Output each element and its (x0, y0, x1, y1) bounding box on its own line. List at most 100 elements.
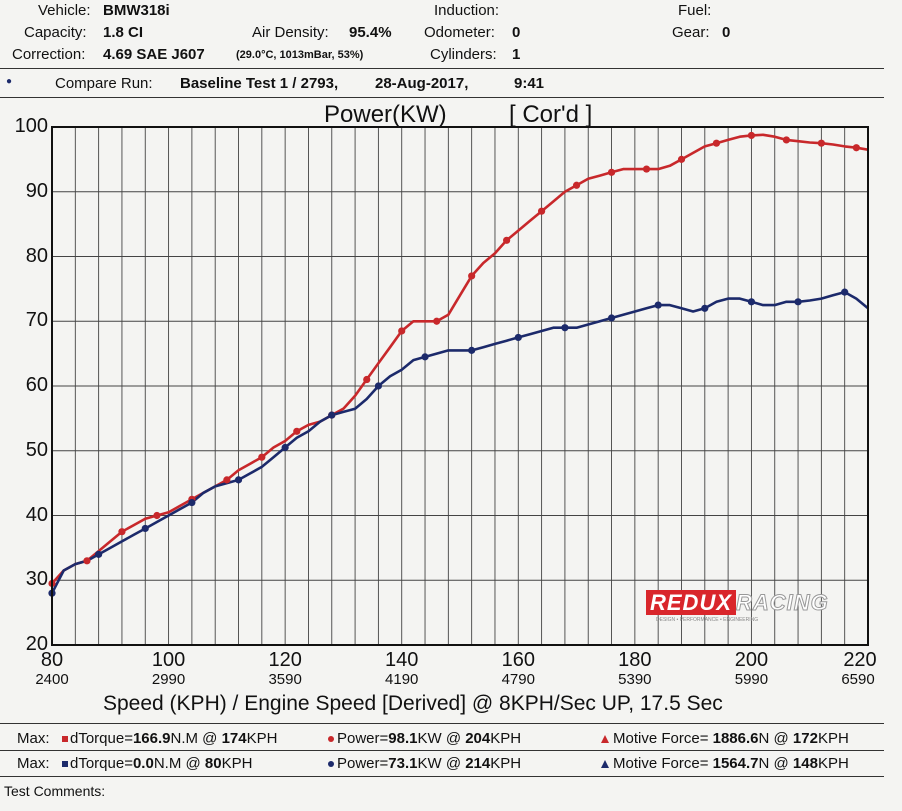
series-line-1 (51, 133, 869, 585)
data-point-series-2 (794, 298, 802, 306)
data-point-series-1 (712, 139, 721, 147)
logo-tagline: DESIGN • PERFORMANCE • ENGINEERING (656, 617, 759, 623)
x-tick-label: 80 (40, 649, 64, 671)
rpm-tick-label: 2400 (35, 671, 69, 688)
data-point-series-1 (118, 528, 126, 536)
cylinders-label: Cylinders: (430, 46, 497, 63)
gear-value: 0 (722, 24, 731, 41)
row2-dtorque: dTorque=0.0N.M @ 80KPH (62, 755, 252, 772)
max-row2-label: Max: (17, 755, 50, 772)
x-tick-label: 100 (151, 649, 186, 671)
air-density-value: 95.4% (349, 24, 392, 41)
air-density-label: Air Density: (252, 24, 329, 41)
compare-label: Compare Run: (55, 75, 153, 92)
correction-label: Correction: (12, 46, 86, 63)
data-point-series-2 (421, 353, 429, 361)
rpm-tick-label: 5390 (618, 671, 652, 688)
data-point-series-1 (153, 511, 161, 520)
header-divider (0, 68, 884, 69)
vehicle-value: BMW318i (103, 2, 170, 19)
data-point-series-2 (514, 333, 522, 342)
cylinders-value: 1 (512, 46, 521, 63)
red-triangle-icon (601, 735, 609, 744)
series-line-2 (50, 290, 869, 594)
data-point-series-1 (747, 131, 756, 140)
data-point-series-2 (841, 288, 849, 296)
x-axis-label: Speed (KPH) / Engine Speed [Derived] @ 8… (103, 692, 723, 715)
data-point-series-2 (701, 304, 709, 312)
odometer-value: 0 (512, 24, 521, 41)
data-point-series-2 (234, 476, 243, 484)
data-point-series-1 (607, 168, 616, 176)
x-tick-label: 120 (268, 649, 302, 671)
capacity-value: 1.8 CI (103, 24, 144, 41)
rpm-tick-label: 2990 (151, 671, 186, 688)
data-point-series-1 (642, 165, 651, 173)
footer-divider-bottom (0, 776, 884, 777)
data-point-series-2 (374, 382, 382, 390)
data-point-series-1 (468, 272, 476, 280)
data-point-series-1 (433, 317, 441, 325)
data-point-series-1 (293, 427, 301, 435)
compare-date: 28-Aug-2017, (375, 75, 469, 92)
correction-value: 4.69 SAE J607 (103, 46, 205, 63)
bullet-icon: ● (6, 76, 13, 87)
x-tick-label: 160 (501, 649, 535, 671)
row1-dtorque: dTorque=166.9N.M @ 174KPH (62, 730, 277, 747)
footer-divider-mid (0, 750, 884, 751)
row2-motive: Motive Force= 1564.7N @ 148KPH (601, 755, 849, 772)
max-row1-label: Max: (17, 730, 50, 747)
induction-label: Induction: (434, 2, 500, 19)
red-square-icon (62, 736, 68, 743)
data-point-series-1 (572, 181, 581, 189)
rpm-tick-label: 3590 (268, 671, 302, 688)
rpm-tick-label: 5990 (734, 671, 769, 688)
x-tick-label: 200 (734, 649, 769, 671)
row1-motive: Motive Force= 1886.6N @ 172KPH (601, 730, 849, 747)
odometer-label: Odometer: (424, 24, 495, 41)
y-tick-label: 60 (25, 374, 48, 396)
data-point-series-2 (328, 411, 336, 419)
capacity-label: Capacity: (24, 24, 87, 41)
rpm-tick-label: 4790 (501, 671, 535, 688)
data-point-series-2 (141, 524, 149, 533)
blue-triangle-icon (601, 760, 609, 769)
chart-title: Power(KW) (324, 101, 447, 128)
data-point-series-2 (747, 298, 756, 306)
test-comments-label: Test Comments: (4, 783, 106, 799)
red-dot-icon (328, 736, 334, 743)
data-point-series-2 (468, 346, 476, 354)
data-point-series-1 (363, 375, 371, 384)
data-point-series-2 (95, 550, 103, 558)
data-point-series-2 (188, 498, 196, 507)
row1-power: Power=98.1KW @ 204KPH (328, 730, 521, 747)
blue-dot-icon (328, 761, 334, 768)
data-point-series-2 (561, 324, 569, 332)
data-point-series-1 (258, 453, 266, 461)
y-tick-label: 50 (25, 438, 48, 461)
y-tick-label: 20 (25, 633, 48, 655)
redux-racing-logo: REDUX RACING (646, 590, 829, 616)
footer-divider-top (0, 723, 884, 724)
data-point-series-1 (223, 476, 231, 484)
data-point-series-1 (782, 136, 791, 144)
rpm-tick-label: 4190 (385, 671, 419, 688)
x-tick-label: 180 (618, 649, 652, 671)
x-tick-label: 140 (385, 649, 419, 671)
data-point-series-1 (677, 155, 686, 163)
data-point-series-1 (852, 144, 860, 152)
data-point-series-1 (538, 207, 546, 215)
chart-title-tag: [ Cor'd ] (509, 101, 593, 128)
data-point-series-2 (654, 301, 662, 309)
data-point-series-1 (83, 557, 91, 565)
y-tick-label: 100 (14, 115, 48, 137)
gear-label: Gear: (672, 24, 710, 41)
rpm-tick-label: 6590 (841, 671, 875, 688)
y-tick-label: 30 (25, 568, 48, 591)
y-tick-label: 70 (25, 309, 48, 332)
y-tick-label: 40 (25, 503, 48, 526)
x-tick-label: 220 (843, 649, 877, 671)
data-point-series-2 (281, 443, 289, 452)
row2-power: Power=73.1KW @ 214KPH (328, 755, 521, 772)
